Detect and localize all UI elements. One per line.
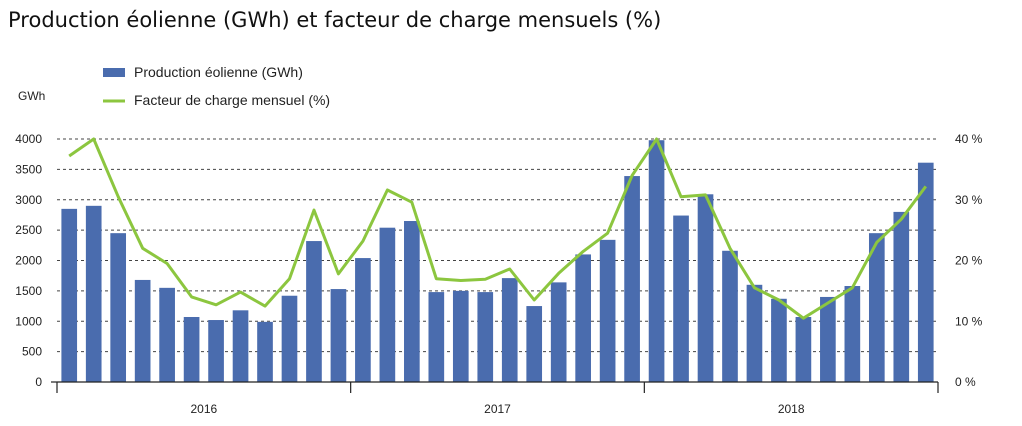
y-left-tick-label: 3500: [15, 162, 42, 176]
bar: [575, 254, 591, 382]
bar: [379, 227, 396, 382]
y-left-tick-label: 2500: [15, 223, 42, 237]
bar: [183, 316, 200, 382]
legend-line-label: Facteur de charge mensuel (%): [134, 92, 330, 108]
bar-series: [61, 140, 934, 382]
bar: [771, 298, 787, 382]
bar: [722, 250, 738, 382]
bar: [526, 306, 543, 382]
bar: [306, 241, 322, 382]
bar: [820, 296, 836, 382]
bar: [893, 211, 910, 382]
x-year-label: 2016: [190, 402, 217, 416]
legend: Production éolienne (GWh) Facteur de cha…: [103, 64, 330, 108]
y-left-tick-label: 2000: [15, 254, 42, 268]
axes: 0 500 1000 1500 2000 2500 3000 3500 4000 0 % 10 % 2…: [15, 132, 982, 416]
bar: [477, 292, 494, 382]
bar: [599, 239, 616, 382]
y-right-tick-label: 10 %: [955, 314, 983, 328]
x-year-label: 2017: [484, 402, 511, 416]
bar: [232, 310, 249, 382]
y-left-tick-label: 500: [22, 345, 42, 359]
bar: [452, 290, 469, 382]
y-left-tick-label: 1000: [15, 314, 42, 328]
bar: [134, 279, 151, 382]
bar: [208, 320, 224, 382]
bar: [61, 208, 78, 382]
y-right-tick-label: 30 %: [955, 193, 983, 207]
bar: [110, 233, 127, 382]
bar: [917, 162, 934, 382]
y-left-tick-label: 4000: [15, 132, 42, 146]
bar: [330, 289, 347, 382]
y-right-tick-label: 0 %: [955, 375, 976, 389]
legend-bar-swatch: [103, 68, 125, 77]
legend-bar-label: Production éolienne (GWh): [134, 64, 303, 80]
bar: [355, 258, 371, 382]
bar: [673, 215, 689, 382]
bar: [257, 321, 273, 382]
bar: [550, 282, 567, 382]
gridlines: [57, 138, 938, 353]
load-factor-line: [68, 137, 928, 320]
y-left-tick-label: 0: [35, 375, 42, 389]
y-axis-left-label: GWh: [18, 89, 45, 103]
bar: [795, 316, 812, 382]
y-right-tick-label: 20 %: [955, 254, 983, 268]
x-year-label: 2018: [778, 402, 805, 416]
y-right-tick-label: 40 %: [955, 132, 983, 146]
bar: [85, 205, 102, 382]
bar: [746, 284, 763, 382]
y-left-tick-label: 3000: [15, 193, 42, 207]
y-left-tick-label: 1500: [15, 284, 42, 298]
bar: [281, 295, 298, 382]
line-series: [68, 137, 928, 320]
bar: [648, 140, 665, 382]
bar: [844, 286, 861, 382]
bar: [159, 287, 175, 382]
bar: [624, 176, 640, 382]
chart-title: Production éolienne (GWh) et facteur de …: [8, 8, 662, 32]
bar: [501, 278, 518, 382]
bar: [428, 292, 445, 382]
bar: [404, 221, 420, 382]
bar: [868, 233, 885, 382]
bar: [697, 194, 714, 382]
